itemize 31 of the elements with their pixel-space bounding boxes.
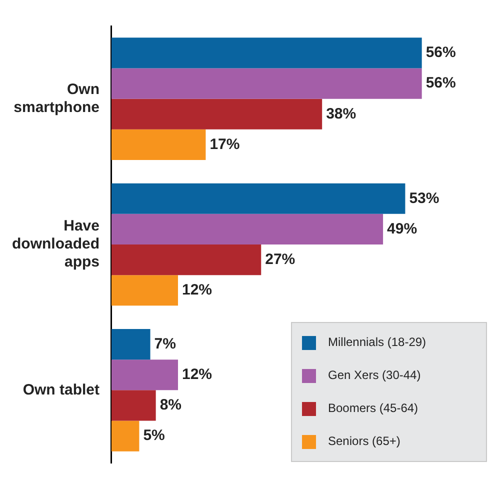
bar [111, 275, 178, 306]
bar [111, 214, 384, 244]
bar [111, 183, 406, 214]
y-tick-label: Have downloaded apps [12, 218, 100, 271]
data-label: 53% [409, 190, 440, 207]
data-label: 7% [154, 335, 176, 352]
bar [111, 129, 206, 160]
bar [111, 98, 322, 130]
data-label: 27% [265, 250, 296, 268]
bar [111, 390, 156, 421]
y-tick-label: Own tablet [22, 381, 100, 398]
bar [111, 38, 422, 68]
bar [111, 360, 178, 390]
data-label: 12% [182, 366, 212, 384]
bar [111, 420, 140, 452]
data-label: 38% [326, 105, 356, 122]
data-label: 8% [160, 396, 182, 414]
legend-label: Gen Xers (30-44) [328, 368, 422, 383]
data-label: 56% [426, 44, 456, 62]
bar [111, 328, 150, 360]
data-label: 17% [210, 136, 240, 153]
bar [111, 68, 422, 99]
bar [111, 244, 262, 276]
legend-label: Boomers (45-64) [328, 401, 420, 416]
data-label: 49% [387, 220, 418, 238]
legend-label: Seniors (65+) [328, 434, 402, 449]
data-label: 12% [182, 282, 212, 299]
data-label: 5% [143, 427, 165, 444]
data-label: 56% [426, 74, 456, 92]
y-tick-label: Own smartphone [14, 80, 100, 116]
legend-label: Millennials (18-29) [328, 335, 428, 350]
